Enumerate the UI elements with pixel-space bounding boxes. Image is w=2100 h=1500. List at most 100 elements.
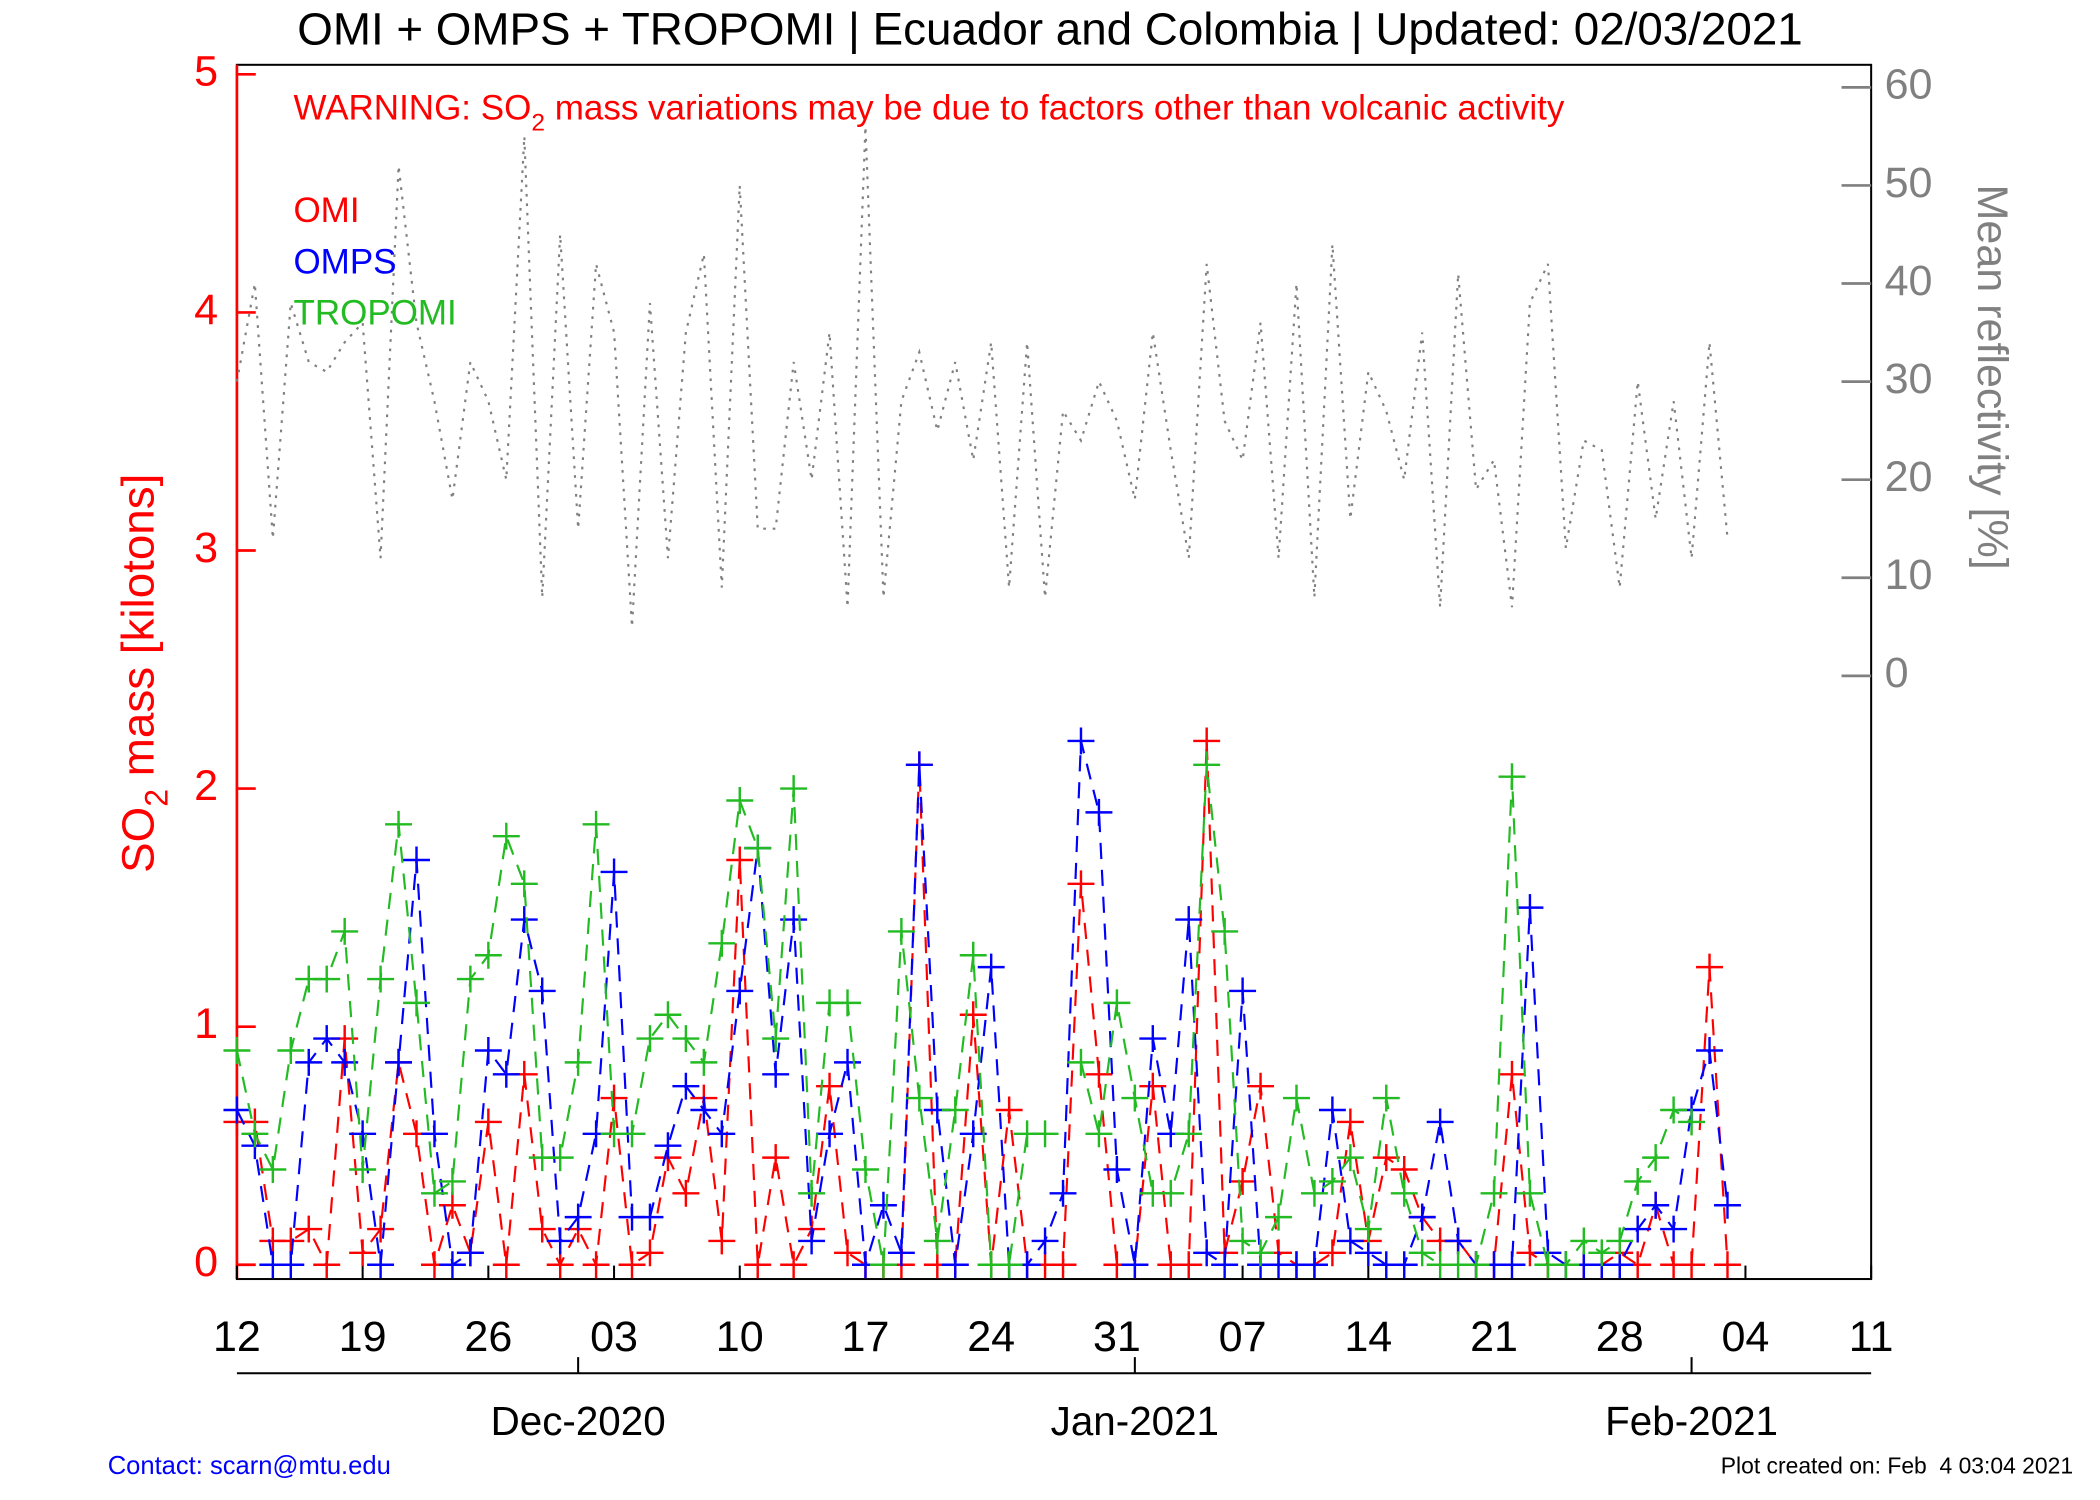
point-marker bbox=[1516, 1179, 1544, 1207]
month-label: Dec-2020 bbox=[491, 1398, 666, 1444]
point-marker bbox=[1444, 1227, 1472, 1255]
point-marker bbox=[995, 1096, 1023, 1124]
y-axis-label: SO2 mass [kilotons] bbox=[112, 474, 174, 873]
point-marker bbox=[1085, 798, 1113, 826]
point-marker bbox=[1175, 1251, 1203, 1279]
point-marker bbox=[1714, 1251, 1741, 1279]
point-marker bbox=[1642, 1191, 1670, 1219]
point-marker bbox=[708, 1227, 736, 1255]
point-marker bbox=[618, 1120, 646, 1148]
point-marker bbox=[1552, 1251, 1580, 1279]
point-marker bbox=[1354, 1215, 1382, 1243]
point-marker bbox=[816, 1120, 844, 1148]
point-marker bbox=[869, 1191, 897, 1219]
point-marker bbox=[1336, 1144, 1364, 1172]
point-marker bbox=[636, 1203, 664, 1231]
x-tick-label: 26 bbox=[464, 1313, 512, 1361]
point-marker bbox=[1318, 1167, 1346, 1195]
point-marker bbox=[672, 1179, 700, 1207]
subscript: 2 bbox=[531, 110, 545, 137]
x-tick-label: 10 bbox=[716, 1313, 764, 1361]
point-marker bbox=[1390, 1251, 1418, 1279]
point-marker bbox=[1121, 1251, 1149, 1279]
point-marker bbox=[438, 1167, 466, 1195]
point-marker bbox=[1193, 1239, 1221, 1267]
point-marker bbox=[887, 1239, 915, 1267]
point-marker bbox=[403, 989, 430, 1017]
point-marker bbox=[313, 1025, 341, 1053]
point-marker bbox=[492, 1060, 520, 1088]
point-marker bbox=[259, 1156, 287, 1183]
point-marker bbox=[295, 1215, 323, 1243]
point-marker bbox=[1498, 1251, 1526, 1279]
point-marker bbox=[1193, 751, 1221, 779]
point-marker bbox=[672, 1072, 700, 1100]
point-marker bbox=[941, 1096, 969, 1124]
y2-tick-label: 40 bbox=[1885, 257, 1933, 305]
y2-tick-label: 20 bbox=[1885, 453, 1933, 501]
point-marker bbox=[708, 929, 736, 957]
point-marker bbox=[1354, 1239, 1382, 1267]
text-part: mass [kilotons] bbox=[112, 474, 163, 789]
point-marker bbox=[474, 941, 502, 969]
point-marker bbox=[313, 1251, 341, 1279]
plot-frame bbox=[235, 63, 1873, 1281]
point-marker bbox=[1588, 1239, 1616, 1267]
x-tick-label: 31 bbox=[1093, 1313, 1141, 1361]
y-tick-label: 5 bbox=[194, 48, 218, 96]
y2-tick-label: 0 bbox=[1885, 649, 1909, 697]
point-marker bbox=[1678, 1251, 1706, 1279]
x-tick-label: 04 bbox=[1721, 1313, 1769, 1361]
point-marker bbox=[474, 1037, 502, 1064]
point-marker bbox=[1498, 1060, 1526, 1088]
point-marker bbox=[1606, 1227, 1634, 1255]
point-marker bbox=[600, 1084, 628, 1112]
point-marker bbox=[941, 1251, 969, 1279]
point-marker bbox=[1300, 1251, 1328, 1279]
point-marker bbox=[1139, 1025, 1167, 1053]
point-marker bbox=[1624, 1215, 1652, 1243]
x-tick-label: 28 bbox=[1596, 1313, 1644, 1361]
y2-tick-label: 60 bbox=[1885, 61, 1933, 109]
point-marker bbox=[385, 1048, 413, 1076]
point-marker bbox=[1049, 1251, 1077, 1279]
point-marker bbox=[744, 834, 772, 862]
point-marker bbox=[223, 1096, 251, 1124]
point-marker bbox=[349, 1239, 377, 1267]
point-marker bbox=[1318, 1239, 1346, 1267]
x-tick-label: 17 bbox=[842, 1313, 890, 1361]
x-tick-label: 21 bbox=[1470, 1313, 1518, 1361]
point-marker bbox=[1318, 1096, 1346, 1124]
series-line bbox=[235, 740, 1729, 1267]
point-marker bbox=[1390, 1156, 1418, 1183]
legend-entry: OMPS bbox=[293, 242, 396, 281]
point-marker bbox=[1714, 1191, 1741, 1219]
point-marker bbox=[1139, 1072, 1167, 1100]
legend-entry: OMI bbox=[293, 191, 359, 230]
point-marker bbox=[1103, 1156, 1131, 1183]
x-tick-label: 11 bbox=[1849, 1313, 1894, 1361]
point-marker bbox=[1229, 1227, 1257, 1255]
point-marker bbox=[1516, 894, 1544, 922]
point-marker bbox=[690, 1048, 718, 1076]
legend-entry: TROPOMI bbox=[293, 293, 456, 332]
point-marker bbox=[1085, 1060, 1113, 1088]
point-marker bbox=[528, 1215, 556, 1243]
point-marker bbox=[492, 822, 520, 850]
point-marker bbox=[421, 1179, 448, 1207]
point-marker bbox=[959, 1001, 987, 1029]
point-marker bbox=[1498, 763, 1526, 791]
point-marker bbox=[367, 965, 395, 993]
point-marker bbox=[564, 1203, 592, 1231]
point-marker bbox=[726, 846, 754, 874]
point-marker bbox=[887, 917, 915, 945]
point-marker bbox=[582, 1251, 610, 1279]
point-marker bbox=[1372, 1084, 1400, 1112]
point-marker bbox=[546, 1227, 574, 1255]
point-marker bbox=[349, 1156, 377, 1183]
subscript: 2 bbox=[139, 789, 175, 807]
point-marker bbox=[313, 965, 341, 993]
point-marker bbox=[1031, 1227, 1059, 1255]
x-tick-label: 03 bbox=[590, 1313, 638, 1361]
